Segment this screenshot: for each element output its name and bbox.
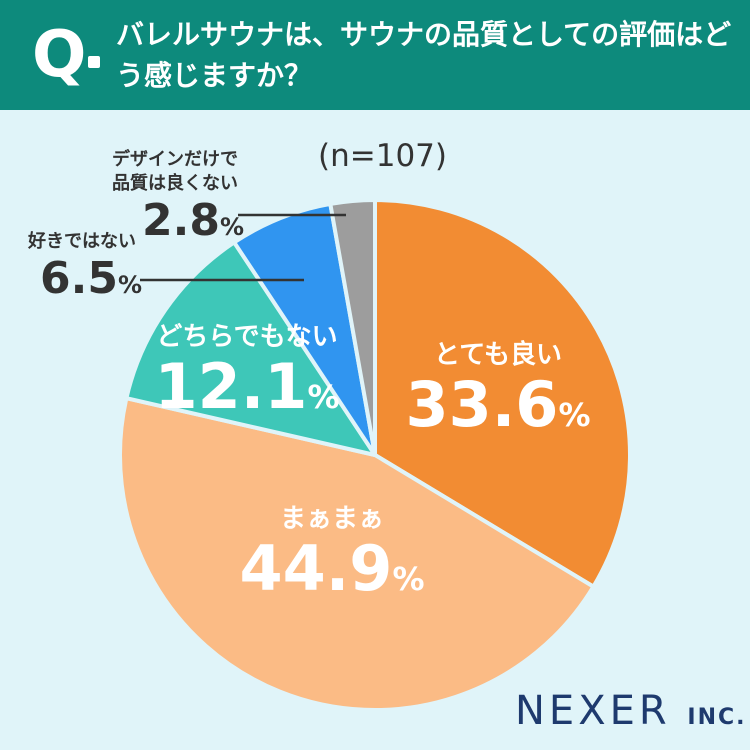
label-so-so-name: まぁまぁ xyxy=(279,504,384,534)
label-so-so: まぁまぁ 44.9% xyxy=(222,502,442,612)
label-not-good: 好きではない 6.5% xyxy=(28,230,142,310)
brand-name: NEXER xyxy=(515,688,671,734)
nexer-logo: NEXER INC. xyxy=(515,688,747,734)
brand-suffix: INC. xyxy=(687,705,747,730)
label-neither-pct: 12.1% xyxy=(154,350,340,423)
label-very-good-pct: 33.6% xyxy=(405,368,591,441)
slice-so-so xyxy=(118,396,596,713)
slice-very-good xyxy=(373,198,632,589)
label-not-good-name: 好きではない xyxy=(28,231,136,252)
q-mark: Q xyxy=(32,18,87,92)
label-neither-name: どちらでもない xyxy=(156,322,338,352)
slice-poor-quality xyxy=(328,198,377,457)
label-not-good-pct: 6.5% xyxy=(40,253,142,304)
pie-slices xyxy=(118,198,632,713)
question-header: Q バレルサウナは、サウナの品質としての評価はどう感じますか？ xyxy=(0,0,750,110)
label-very-good: とても良い 33.6% xyxy=(398,338,598,448)
label-poor-quality: デザインだけで 品質は良くない 2.8% xyxy=(112,148,244,252)
label-neither: どちらでもない 12.1% xyxy=(132,320,362,430)
label-very-good-name: とても良い xyxy=(434,340,562,370)
label-poor-quality-pct: 2.8% xyxy=(142,195,244,246)
label-poor-quality-name-line2: 品質は良くない xyxy=(112,173,238,194)
q-dot xyxy=(88,56,100,68)
label-so-so-pct: 44.9% xyxy=(239,532,425,605)
slice-neither xyxy=(124,240,377,457)
question-text: バレルサウナは、サウナの品質としての評価はどう感じますか？ xyxy=(116,18,732,92)
label-poor-quality-name-line1: デザインだけで xyxy=(112,149,238,170)
sample-size: (n=107) xyxy=(318,138,447,174)
